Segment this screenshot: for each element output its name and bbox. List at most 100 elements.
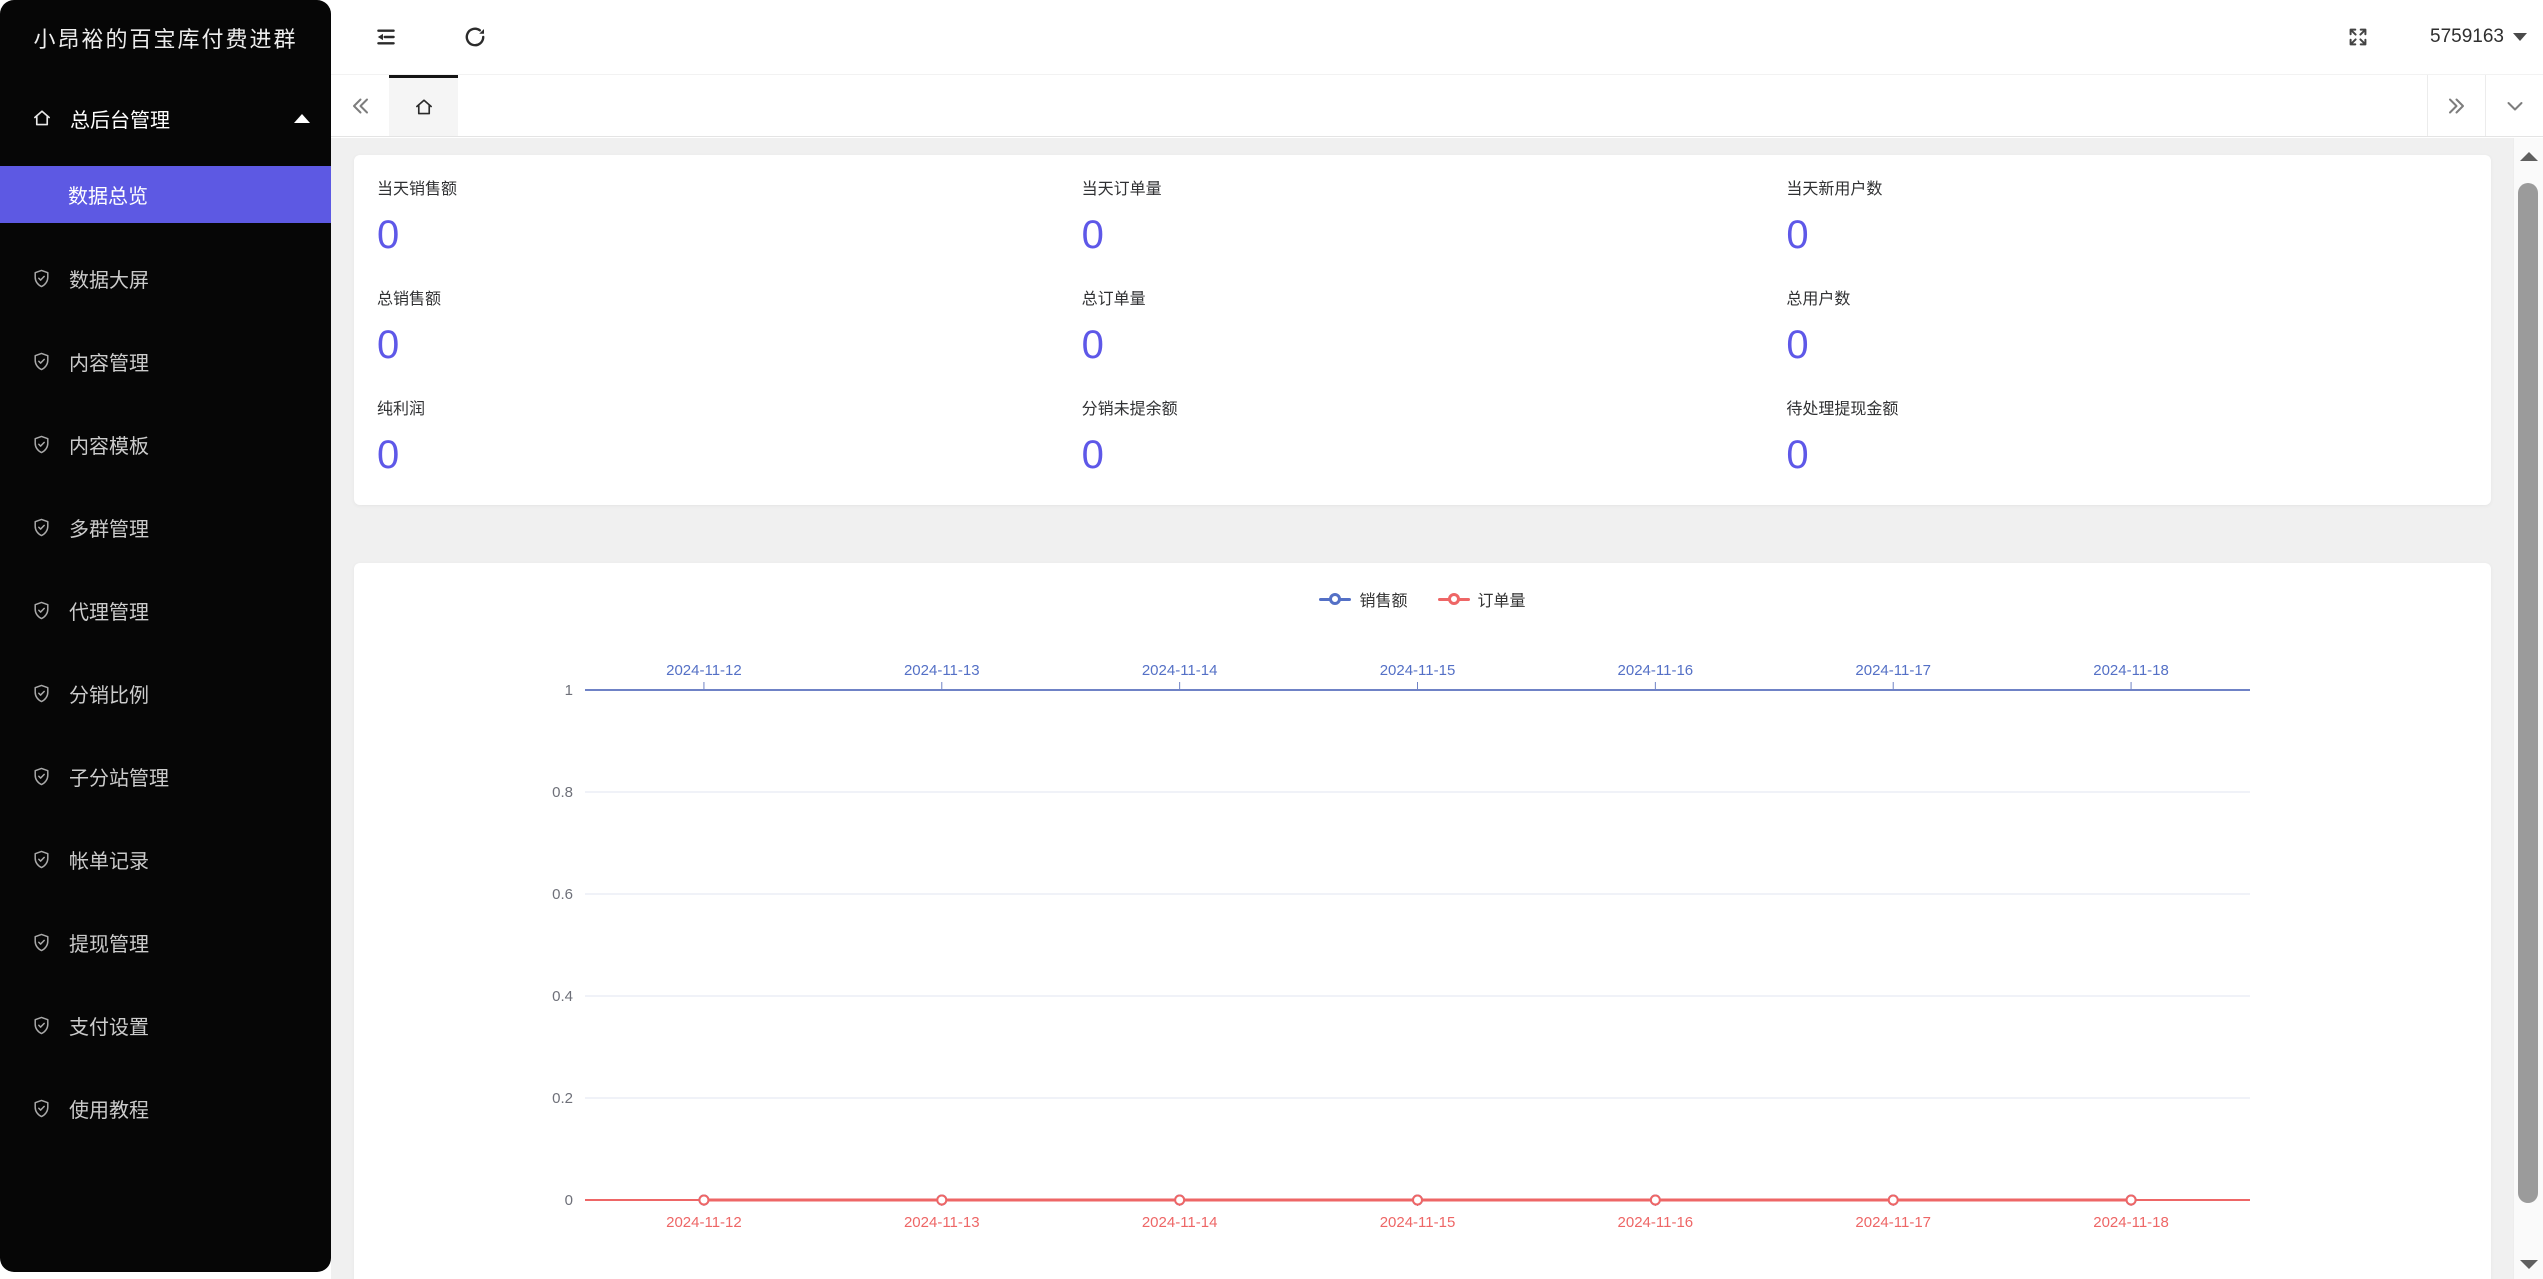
stat-value: 0 bbox=[1081, 433, 1104, 477]
user-id: 5759163 bbox=[2430, 26, 2504, 47]
sidebar-item[interactable]: 子分站管理 bbox=[0, 748, 331, 804]
sidebar-item-data-overview[interactable]: 数据总览 bbox=[0, 166, 331, 223]
sidebar-item[interactable]: 内容模板 bbox=[0, 416, 331, 472]
legend-item[interactable]: 销售额 bbox=[1319, 587, 1408, 611]
svg-text:2024-11-14: 2024-11-14 bbox=[1142, 662, 1218, 679]
stats-card: 当天销售额 0 当天订单量 0 当天新用户数 0 总销售额 0 总订单量 0 总用户数 0 纯利润 0 分销… bbox=[354, 155, 2491, 505]
sidebar-item[interactable]: 代理管理 bbox=[0, 582, 331, 638]
svg-text:2024-11-12: 2024-11-12 bbox=[666, 662, 742, 679]
shield-check-icon bbox=[31, 849, 52, 870]
sidebar-item-label: 使用教程 bbox=[69, 1099, 149, 1122]
stat-item: 待处理提现金额 0 bbox=[1786, 393, 2491, 503]
shield-check-icon bbox=[31, 1098, 52, 1119]
stats-grid: 当天销售额 0 当天订单量 0 当天新用户数 0 总销售额 0 总订单量 0 总用户数 0 纯利润 0 分销… bbox=[377, 173, 2491, 503]
sidebar-item[interactable]: 提现管理 bbox=[0, 914, 331, 970]
legend-line-marker-icon bbox=[1319, 592, 1352, 606]
svg-text:2024-11-18: 2024-11-18 bbox=[2093, 662, 2169, 679]
svg-text:2024-11-14: 2024-11-14 bbox=[1142, 1214, 1218, 1231]
stat-value: 0 bbox=[1786, 433, 1809, 477]
svg-text:0: 0 bbox=[565, 1192, 573, 1209]
stat-label: 分销未提余额 bbox=[1081, 401, 1178, 418]
sidebar-item-label: 子分站管理 bbox=[69, 767, 169, 790]
svg-text:2024-11-12: 2024-11-12 bbox=[666, 1214, 742, 1231]
stat-item: 分销未提余额 0 bbox=[1082, 393, 1787, 503]
scroll-up-arrow-icon[interactable] bbox=[2519, 152, 2538, 161]
chevron-up-icon bbox=[294, 113, 310, 123]
shield-check-icon bbox=[31, 268, 52, 289]
sidebar-item[interactable]: 帐单记录 bbox=[0, 831, 331, 887]
stat-item: 纯利润 0 bbox=[377, 393, 1082, 503]
scrollbar-thumb[interactable] bbox=[2518, 183, 2538, 1203]
svg-text:2024-11-17: 2024-11-17 bbox=[1855, 662, 1931, 679]
tabbar bbox=[331, 75, 2543, 137]
vertical-scrollbar[interactable] bbox=[2513, 138, 2543, 1279]
svg-text:2024-11-18: 2024-11-18 bbox=[2093, 1214, 2169, 1231]
stat-label: 当天新用户数 bbox=[1786, 181, 1883, 198]
home-icon bbox=[31, 107, 53, 129]
sidebar-item-label: 支付设置 bbox=[69, 1016, 149, 1039]
shield-check-icon bbox=[31, 600, 52, 621]
sidebar: 小昂裕的百宝库付费进群 总后台管理 数据总览 数据大屏 内容管理 内容模板 多群管理代… bbox=[0, 0, 331, 1272]
legend-line-marker-icon bbox=[1437, 592, 1470, 606]
shield-check-icon bbox=[31, 766, 52, 787]
refresh-icon[interactable] bbox=[462, 24, 488, 50]
shield-check-icon bbox=[31, 434, 52, 455]
stat-label: 总销售额 bbox=[377, 291, 442, 308]
fullscreen-icon[interactable] bbox=[2346, 25, 2370, 49]
stat-label: 当天销售额 bbox=[377, 181, 458, 198]
sidebar-item[interactable]: 使用教程 bbox=[0, 1080, 331, 1136]
stat-label: 待处理提现金额 bbox=[1786, 401, 1899, 418]
shield-check-icon bbox=[31, 351, 52, 372]
content-area: 当天销售额 0 当天订单量 0 当天新用户数 0 总销售额 0 总订单量 0 总用户数 0 纯利润 0 分销… bbox=[331, 138, 2543, 1279]
sidebar-menu: 数据大屏内容管理内容模板多群管理代理管理分销比例子分站管理帐单记录提现管理支付设… bbox=[0, 250, 331, 1136]
legend-item[interactable]: 订单量 bbox=[1437, 587, 1526, 611]
shield-check-icon bbox=[31, 932, 52, 953]
sidebar-group-admin[interactable]: 总后台管理 bbox=[0, 90, 331, 146]
stat-item: 当天订单量 0 bbox=[1082, 173, 1787, 283]
main-area: 5759163 bbox=[331, 0, 2543, 1279]
stat-value: 0 bbox=[1786, 323, 1809, 367]
sidebar-item[interactable]: 分销比例 bbox=[0, 665, 331, 721]
legend-label: 销售额 bbox=[1359, 593, 1408, 610]
stat-item: 当天销售额 0 bbox=[377, 173, 1082, 283]
topbar: 5759163 bbox=[331, 0, 2543, 75]
sidebar-item[interactable]: 内容管理 bbox=[0, 333, 331, 389]
shield-check-icon bbox=[31, 1015, 52, 1036]
sidebar-item[interactable]: 数据大屏 bbox=[0, 250, 331, 306]
tabs-scroll-right-button[interactable] bbox=[2427, 75, 2485, 136]
svg-text:0.2: 0.2 bbox=[552, 1090, 573, 1107]
tabs-menu-button[interactable] bbox=[2485, 75, 2543, 136]
sidebar-item-label: 内容模板 bbox=[69, 435, 149, 458]
home-icon bbox=[413, 96, 435, 118]
shield-check-icon bbox=[31, 517, 52, 538]
stat-label: 纯利润 bbox=[377, 401, 426, 418]
sidebar-item[interactable]: 支付设置 bbox=[0, 997, 331, 1053]
stat-label: 总用户数 bbox=[1786, 291, 1851, 308]
menu-fold-icon[interactable] bbox=[373, 24, 399, 50]
caret-down-icon bbox=[2513, 33, 2527, 41]
stat-value: 0 bbox=[377, 213, 400, 257]
stat-value: 0 bbox=[377, 323, 400, 367]
sidebar-item-label: 帐单记录 bbox=[69, 850, 149, 873]
stat-value: 0 bbox=[377, 433, 400, 477]
stat-item: 总销售额 0 bbox=[377, 283, 1082, 393]
stat-item: 总用户数 0 bbox=[1786, 283, 2491, 393]
tab-home[interactable] bbox=[389, 75, 458, 136]
sidebar-item-label: 数据总览 bbox=[68, 186, 148, 208]
sidebar-item-label: 代理管理 bbox=[69, 601, 149, 624]
stat-value: 0 bbox=[1081, 213, 1104, 257]
svg-text:2024-11-17: 2024-11-17 bbox=[1855, 1214, 1931, 1231]
tabs-scroll-left-button[interactable] bbox=[331, 75, 389, 136]
stat-item: 当天新用户数 0 bbox=[1786, 173, 2491, 283]
sidebar-item-label: 数据大屏 bbox=[69, 269, 149, 292]
stat-value: 0 bbox=[1786, 213, 1809, 257]
chart-legend: 销售额 订单量 bbox=[354, 587, 2491, 611]
scroll-down-arrow-icon[interactable] bbox=[2519, 1260, 2538, 1269]
sidebar-item[interactable]: 多群管理 bbox=[0, 499, 331, 555]
stat-label: 总订单量 bbox=[1081, 291, 1146, 308]
svg-text:0.6: 0.6 bbox=[552, 886, 573, 903]
user-menu[interactable]: 5759163 bbox=[2430, 26, 2527, 48]
svg-text:2024-11-16: 2024-11-16 bbox=[1618, 1214, 1694, 1231]
stat-label: 当天订单量 bbox=[1081, 181, 1162, 198]
